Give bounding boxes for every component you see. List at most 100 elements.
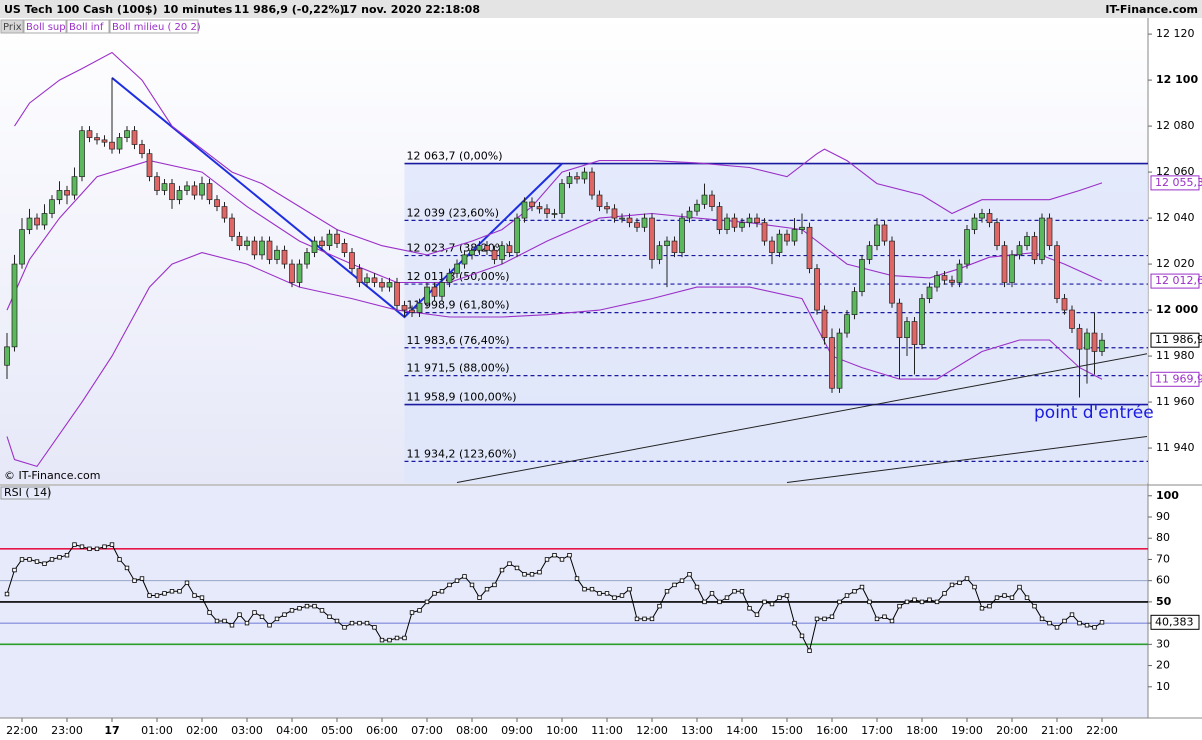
- candle-body: [664, 240, 670, 247]
- rsi-point: [409, 610, 415, 615]
- rsi-point: [394, 635, 400, 641]
- candle-body: [754, 217, 760, 224]
- legend-box: [109, 19, 199, 34]
- rsi-point: [679, 578, 685, 583]
- candle-body: [154, 176, 160, 191]
- quote: 11 986,9 (-0,22%): [234, 3, 345, 16]
- header-bar: [0, 0, 1202, 18]
- candle-body: [34, 217, 40, 226]
- candle-body: [184, 185, 190, 191]
- candle-body: [649, 217, 655, 260]
- legend-label: Boll sup: [26, 22, 66, 33]
- candle-body: [1076, 328, 1083, 350]
- candle-body: [206, 183, 213, 201]
- candle-body: [161, 183, 168, 191]
- candle-body: [491, 249, 498, 260]
- rsi-point: [604, 591, 610, 596]
- candle-body: [296, 263, 303, 283]
- candle-body: [911, 321, 918, 345]
- candle-body: [994, 222, 1000, 247]
- rsi-point: [432, 591, 437, 596]
- price-tag: [1150, 175, 1200, 191]
- rsi-point: [627, 586, 632, 592]
- y-tick-label: 80: [1156, 531, 1170, 544]
- candle-body: [544, 208, 550, 214]
- rsi-point: [852, 589, 857, 594]
- candle-body: [319, 240, 325, 247]
- rsi-point: [589, 586, 595, 592]
- y-tick-label: 12 080: [1156, 119, 1195, 132]
- x-tick-label: 13:00: [681, 724, 713, 737]
- candle-body: [1084, 332, 1090, 350]
- rsi-point: [12, 567, 17, 573]
- rsi-point: [42, 561, 47, 566]
- candle-body: [454, 263, 460, 274]
- candle-body: [334, 233, 340, 244]
- rsi-point: [349, 620, 355, 626]
- candle-body: [169, 183, 175, 201]
- x-tick-label: 17: [104, 724, 119, 737]
- price-tag: [1150, 332, 1200, 348]
- legend-box: [23, 19, 67, 34]
- candle-body: [461, 254, 468, 265]
- candle-body: [784, 233, 790, 242]
- candle-body: [19, 229, 25, 265]
- rsi-point: [49, 557, 55, 562]
- y-tick-label: 30: [1156, 637, 1170, 650]
- candle-body: [641, 217, 648, 228]
- rsi-point: [567, 552, 572, 558]
- candle-body: [814, 268, 820, 311]
- rsi-point: [424, 599, 430, 605]
- rsi-point: [177, 589, 182, 594]
- rsi-point: [492, 582, 497, 588]
- x-tick-label: 05:00: [321, 724, 353, 737]
- candle-body: [1099, 339, 1105, 352]
- candle-body: [476, 245, 483, 251]
- candle-body: [251, 240, 258, 256]
- watermark: © IT-Finance.com: [4, 469, 101, 482]
- candle-body: [1091, 332, 1098, 352]
- rsi-point: [1009, 595, 1015, 600]
- candle-body: [686, 210, 693, 219]
- candle-body: [979, 213, 985, 219]
- rsi-point: [867, 599, 872, 605]
- rsi-point: [942, 591, 947, 596]
- rsi-point: [319, 608, 325, 613]
- rsi-point: [927, 597, 932, 602]
- rsi-point: [822, 616, 827, 622]
- x-tick-label: 21:00: [1041, 724, 1073, 737]
- y-tick-label: 11 980: [1156, 349, 1195, 362]
- legend-label: Boll inf: [69, 22, 104, 33]
- candle-body: [956, 263, 963, 283]
- rsi-point: [844, 593, 850, 598]
- rsi-point: [514, 565, 520, 571]
- candle-body: [229, 217, 235, 237]
- rsi-point: [889, 618, 895, 624]
- rsi-point: [612, 595, 617, 600]
- candle-body: [304, 252, 310, 265]
- rsi-point: [252, 610, 257, 615]
- trendline: [786, 436, 1148, 483]
- candle-body: [71, 176, 78, 196]
- candle-body: [266, 240, 273, 260]
- candle-body: [904, 321, 910, 339]
- candle-body: [1024, 236, 1030, 247]
- rsi-point: [27, 557, 32, 562]
- rsi-point: [1077, 620, 1082, 626]
- rsi-point: [777, 595, 782, 600]
- rsi-point: [792, 620, 797, 626]
- x-tick-label: 08:00: [456, 724, 488, 737]
- candle-body: [1061, 298, 1068, 311]
- candle-body: [776, 233, 783, 253]
- y-tick-label: 12 060: [1156, 165, 1195, 178]
- candle-body: [379, 282, 385, 288]
- rsi-point: [642, 616, 647, 622]
- rsi-point: [874, 616, 880, 622]
- candle-body: [761, 222, 768, 242]
- candle-body: [799, 226, 805, 230]
- rsi-point: [454, 578, 460, 583]
- rsi-point: [919, 599, 925, 605]
- rsi-point: [214, 618, 220, 624]
- candle-body: [86, 130, 93, 138]
- rsi-point: [619, 593, 625, 598]
